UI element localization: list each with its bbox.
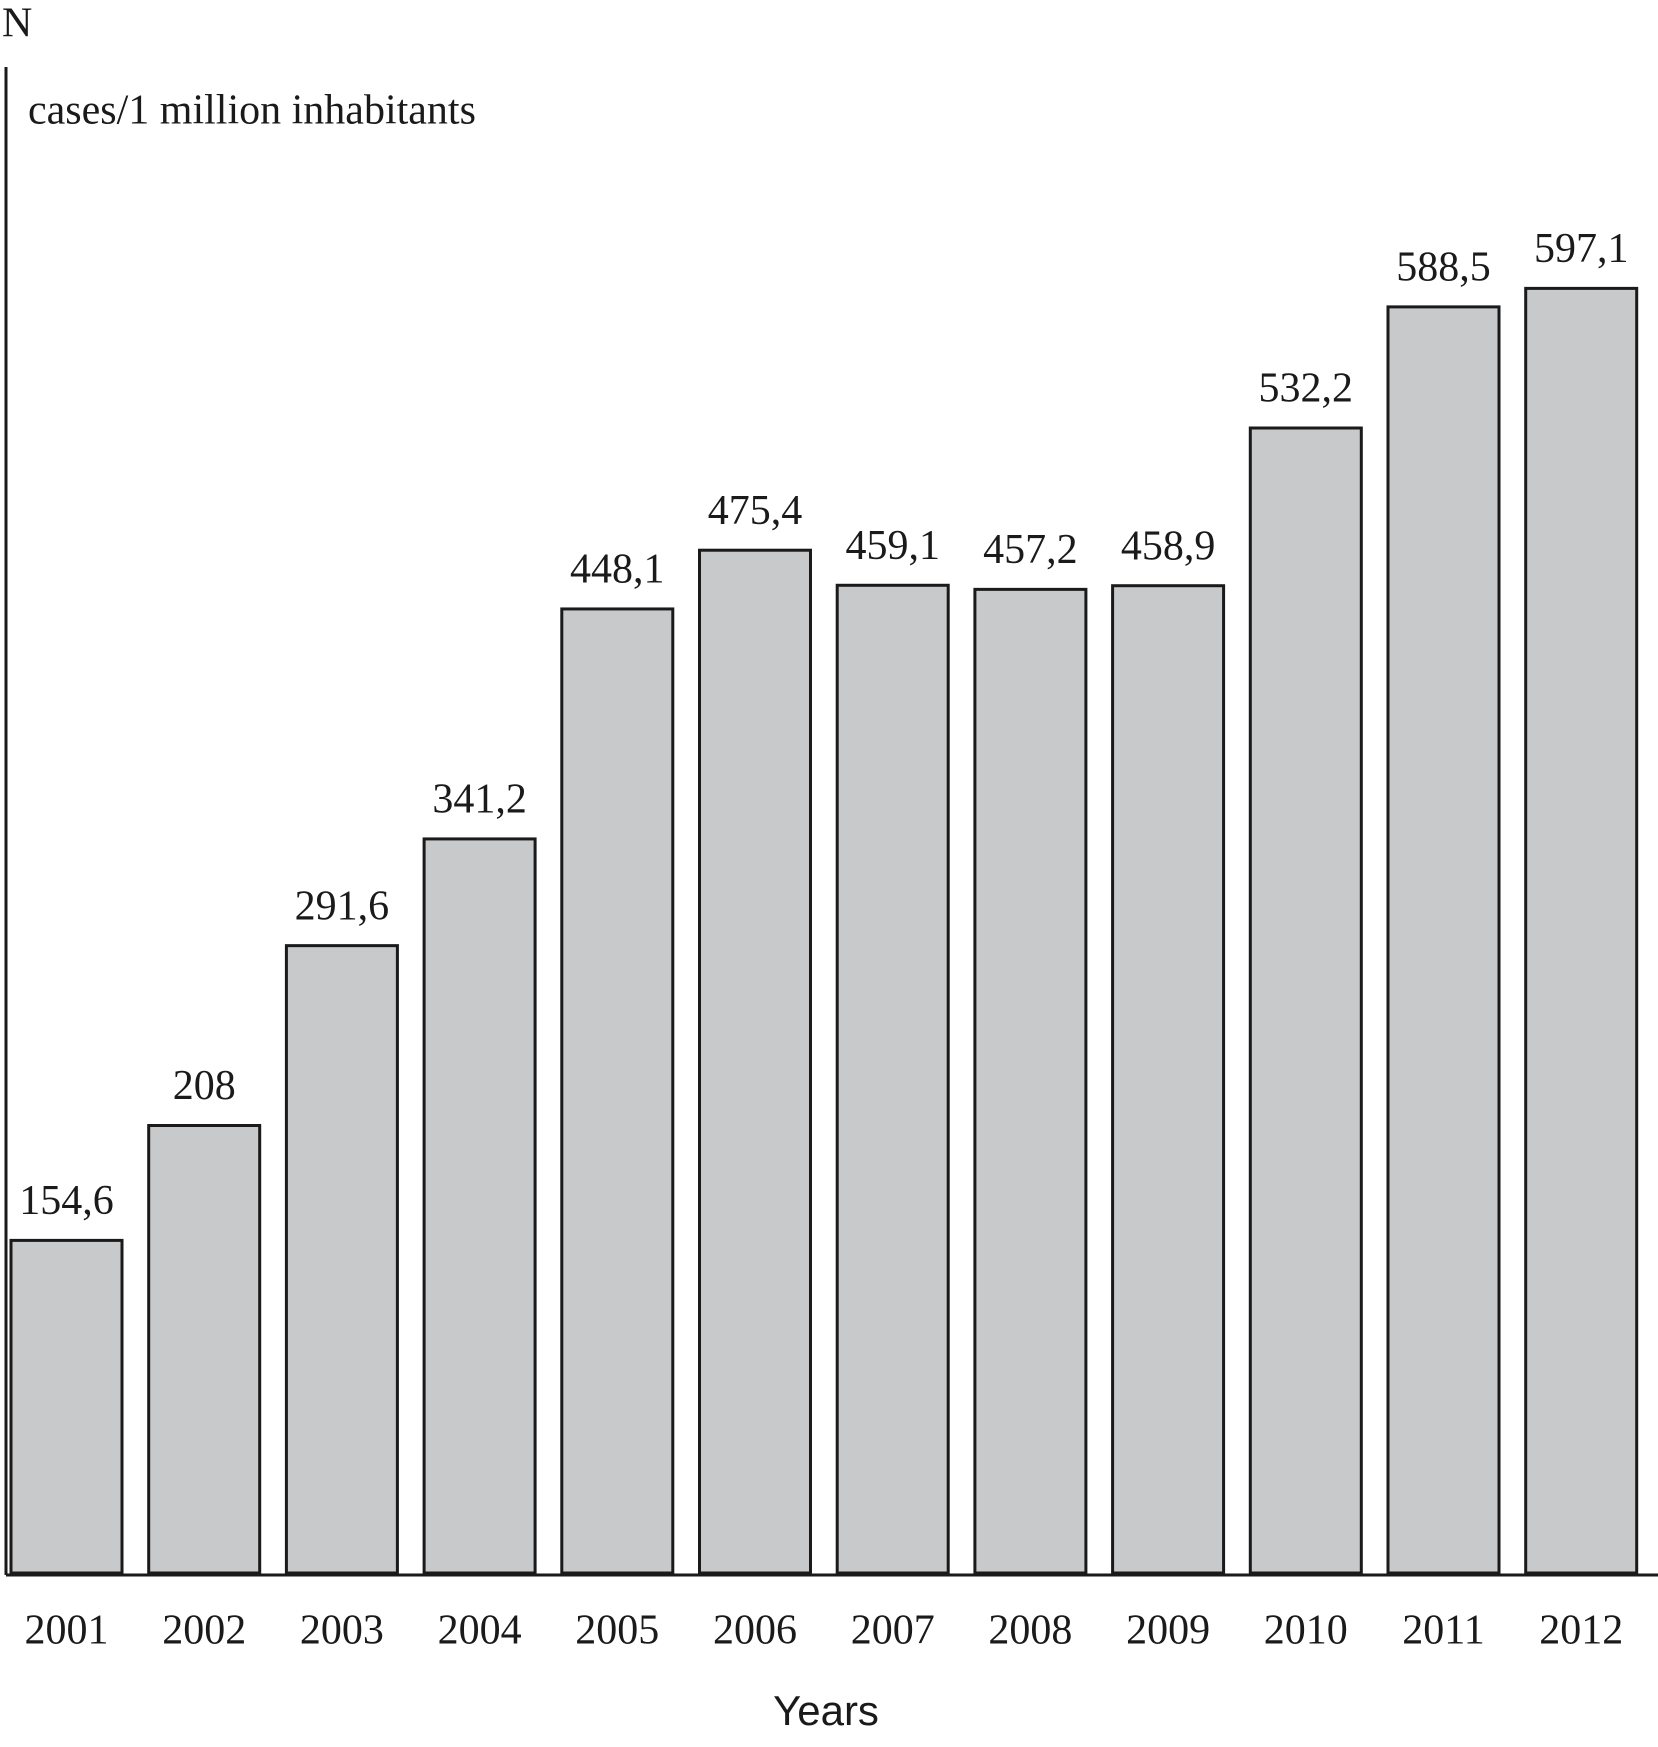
x-tick-label: 2007 (851, 1608, 935, 1654)
value-label: 459,1 (845, 523, 940, 569)
bar (560, 607, 675, 1575)
x-tick-label: 2012 (1539, 1608, 1623, 1654)
x-tick-label: 2008 (988, 1608, 1072, 1654)
bar (1248, 426, 1363, 1575)
x-tick-label: 2006 (713, 1608, 797, 1654)
value-label: 208 (173, 1063, 236, 1109)
value-label: 588,5 (1396, 245, 1491, 291)
y-unit-label: cases/1 million inhabitants (28, 88, 476, 134)
x-tick-label: 2010 (1264, 1608, 1348, 1654)
value-label: 154,6 (19, 1178, 114, 1224)
x-tick-label: 2005 (575, 1608, 659, 1654)
x-tick-label: 2004 (438, 1608, 522, 1654)
bar (1111, 584, 1226, 1575)
x-tick-label: 2002 (162, 1608, 246, 1654)
x-tick-label: 2001 (25, 1608, 109, 1654)
bar (147, 1124, 262, 1575)
value-label: 448,1 (570, 547, 665, 593)
bar (1386, 305, 1501, 1575)
bar (973, 587, 1088, 1575)
bar (9, 1238, 124, 1575)
bar (1524, 286, 1639, 1575)
value-label: 457,2 (983, 527, 1078, 573)
bar (698, 548, 812, 1575)
value-label: 475,4 (708, 488, 803, 534)
value-label: 458,9 (1121, 523, 1216, 569)
bar (284, 944, 399, 1575)
y-axis-label: N (2, 1, 32, 47)
bar (835, 583, 950, 1575)
value-label: 532,2 (1259, 366, 1354, 412)
x-tick-label: 2011 (1402, 1608, 1484, 1654)
value-label: 341,2 (432, 777, 527, 823)
bar (422, 837, 537, 1575)
x-tick-label: 2009 (1126, 1608, 1210, 1654)
value-label: 597,1 (1534, 226, 1629, 272)
x-tick-label: 2003 (300, 1608, 384, 1654)
value-label: 291,6 (295, 883, 390, 929)
x-axis-label: Years (773, 1687, 879, 1734)
